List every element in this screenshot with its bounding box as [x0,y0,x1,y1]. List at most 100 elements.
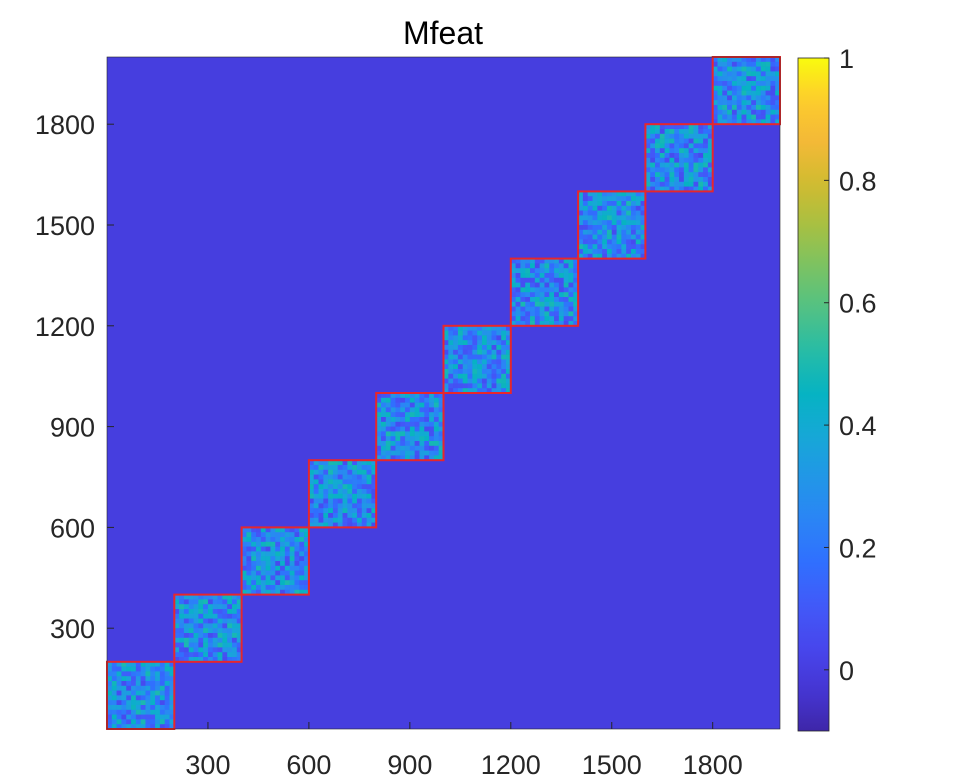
cluster-cell [765,119,771,125]
cluster-cell [318,484,324,490]
cluster-cell [236,618,242,624]
cluster-cell [760,76,766,82]
cluster-cell [659,148,665,154]
cluster-cell [227,657,233,663]
cluster-cell [179,657,185,663]
cluster-cell [448,383,454,389]
cluster-cell [755,114,762,120]
cluster-cell [217,628,223,634]
cluster-cell [193,628,199,634]
cluster-cell [299,532,305,538]
cluster-cell [328,460,334,466]
cluster-cell [736,95,742,101]
cluster-cell [193,613,199,619]
cluster-cell [462,359,468,365]
cluster-cell [332,522,339,528]
cluster-cell [280,580,286,586]
cluster-cell [635,249,641,255]
cluster-cell [707,124,713,130]
cluster-cell [655,138,661,144]
cluster-cell [655,143,661,149]
cluster-cell [659,124,665,130]
cluster-cell [549,306,555,312]
cluster-cell [371,517,377,523]
cluster-cell [568,273,574,279]
cluster-cell [361,469,367,475]
cluster-cell [703,186,709,192]
cluster-cell [736,100,742,106]
y-tick-label: 1500 [35,211,95,241]
cluster-cell [145,695,151,701]
cluster-cell [169,719,175,725]
cluster-cell [227,633,233,639]
cluster-cell [140,724,146,729]
cluster-cell [722,71,728,77]
cluster-cell [501,349,507,355]
cluster-cell [525,306,531,312]
cluster-cell [179,599,185,605]
cluster-cell [491,373,497,379]
cluster-cell [356,474,363,480]
cluster-cell [414,393,420,399]
cluster-cell [246,546,252,552]
cluster-cell [597,239,603,245]
cluster-cell [280,565,286,571]
cluster-cell [275,527,281,533]
cluster-cell [544,321,550,327]
cluster-cell [236,628,242,634]
cluster-cell [765,95,771,101]
cluster-cell [635,253,641,259]
cluster-cell [433,455,439,461]
cluster-cell [659,186,665,192]
cluster-cell [505,383,512,389]
cluster-cell [414,431,420,437]
cluster-cell [712,66,718,72]
cluster-cell [472,364,478,370]
cluster-cell [280,527,286,533]
cluster-cell [289,585,295,591]
cluster-cell [294,575,300,581]
cluster-cell [371,465,377,471]
cluster-cell [328,517,334,523]
cluster-cell [260,561,266,567]
cluster-cell [376,455,382,461]
cluster-cell [558,282,564,288]
cluster-cell [414,441,420,447]
cluster-cell [405,407,411,413]
cluster-cell [477,378,483,384]
cluster-cell [472,359,478,365]
cluster-cell [481,373,488,379]
cluster-cell [755,100,762,106]
cluster-cell [578,249,584,255]
cluster-cell [299,585,305,591]
cluster-cell [304,551,310,557]
cluster-cell [121,700,127,706]
cluster-cell [361,517,367,523]
cluster-cell [693,177,699,183]
cluster-cell [650,172,656,178]
cluster-cell [159,719,165,725]
cluster-cell [472,369,478,375]
cluster-cell [275,546,281,552]
cluster-cell [592,249,598,255]
cluster-cell [265,575,271,581]
cluster-cell [131,671,137,677]
cluster-cell [510,273,516,279]
cluster-cell [674,181,680,187]
cluster-cell [414,426,420,432]
cluster-cell [573,287,579,293]
cluster-cell [765,109,771,115]
cluster-cell [270,561,276,567]
cluster-cell [674,162,680,168]
cluster-cell [159,714,165,720]
cluster-cell [304,546,310,552]
cluster-cell [332,465,339,471]
cluster-cell [390,412,396,418]
cluster-cell [760,105,766,111]
cluster-cell [256,537,262,543]
cluster-cell [145,700,151,706]
cluster-cell [707,153,713,159]
cluster-cell [140,681,146,687]
cluster-cell [217,604,223,610]
cluster-cell [251,556,257,562]
